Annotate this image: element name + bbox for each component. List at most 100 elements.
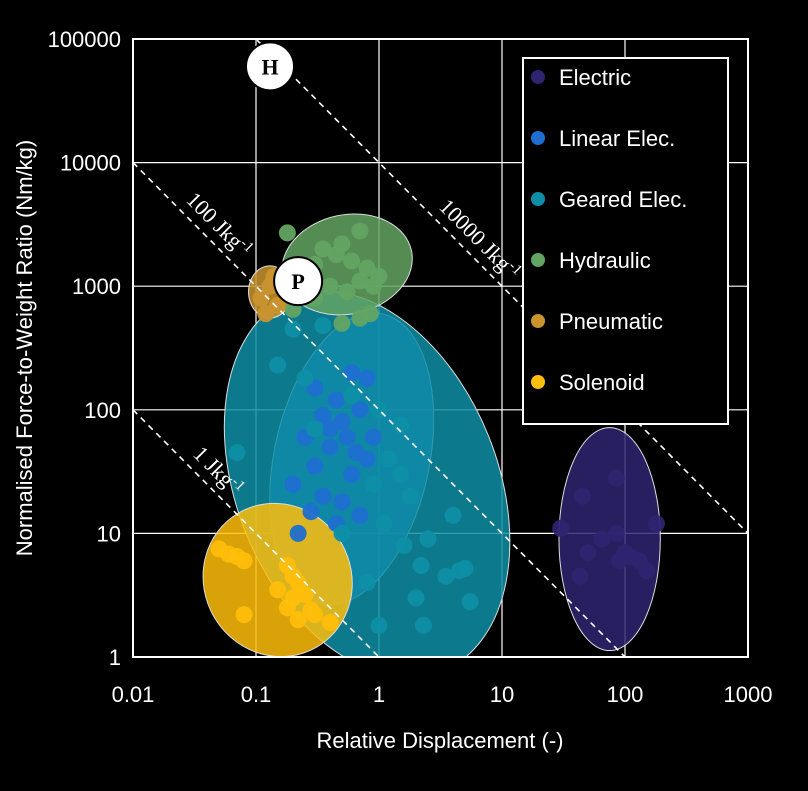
data-point (647, 515, 665, 533)
legend-swatch (531, 375, 545, 389)
data-point (314, 317, 332, 335)
data-point (638, 562, 656, 580)
data-point (358, 574, 376, 592)
data-point (607, 469, 625, 487)
data-point (338, 283, 356, 301)
data-point (257, 305, 275, 323)
y-tick-label: 10 (97, 521, 121, 546)
data-point (364, 428, 382, 446)
data-point (364, 277, 382, 295)
data-point (456, 560, 474, 578)
data-point (573, 487, 591, 505)
data-point (361, 305, 379, 323)
legend-box (522, 57, 729, 425)
data-point (333, 524, 351, 542)
data-point (314, 406, 332, 424)
legend-label: Hydraulic (559, 248, 651, 273)
legend-swatch (531, 253, 545, 267)
marker-p-label: P (291, 269, 304, 294)
data-point (358, 259, 376, 277)
data-point (314, 487, 332, 505)
data-point (338, 428, 356, 446)
data-point (375, 515, 393, 533)
data-point (351, 222, 369, 240)
data-point (289, 524, 307, 542)
data-point (347, 444, 365, 462)
reference-line (133, 162, 627, 657)
marker-p-circle (273, 256, 324, 307)
legend-label: Pneumatic (559, 309, 663, 334)
marker-h-circle (245, 41, 296, 92)
legend-swatch (531, 192, 545, 206)
data-point (407, 589, 425, 607)
data-point (284, 475, 302, 493)
data-point (333, 314, 351, 332)
data-point (302, 503, 320, 521)
y-tick-label: 100000 (48, 27, 121, 52)
data-point (296, 369, 314, 387)
data-point (414, 616, 432, 634)
x-tick-label: 0.01 (112, 682, 155, 707)
data-point (314, 240, 332, 258)
data-point (358, 369, 376, 387)
data-point (343, 387, 361, 405)
data-point (321, 614, 339, 632)
data-point (278, 599, 296, 617)
data-point (593, 530, 611, 548)
data-point (278, 224, 296, 242)
data-point (269, 356, 287, 374)
data-point (444, 506, 462, 524)
data-point (321, 277, 339, 295)
data-point (437, 567, 455, 585)
x-tick-label: 1000 (724, 682, 773, 707)
data-point (284, 320, 302, 338)
data-point (327, 246, 345, 264)
y-tick-label: 100 (84, 398, 121, 423)
data-point (412, 556, 430, 574)
data-point (333, 493, 351, 511)
plot-border (132, 38, 749, 658)
legend-swatch (531, 70, 545, 84)
special-markers: HP (245, 41, 324, 307)
data-point (364, 475, 382, 493)
data-point (351, 506, 369, 524)
legend-swatch (531, 131, 545, 145)
x-tick-label: 10 (490, 682, 514, 707)
legend-label: Geared Elec. (559, 187, 687, 212)
data-point (401, 487, 419, 505)
data-point (302, 601, 320, 619)
data-point (228, 444, 246, 462)
data-point (343, 364, 361, 382)
data-point (235, 606, 253, 624)
data-point (370, 616, 388, 634)
data-point (289, 611, 307, 629)
axis-ticks: 0.01 0.1 1 10 100 1000 1 10 100 1000 10000 100000 (48, 27, 773, 707)
legend: Electric Linear Elec. Geared Elec. Hydrauli… (522, 57, 729, 425)
data-point (552, 519, 570, 537)
legend-label: Linear Elec. (559, 126, 675, 151)
data-point (321, 438, 339, 456)
data-point (395, 536, 413, 554)
data-point (351, 272, 369, 290)
data-point (235, 552, 253, 570)
y-tick-label: 1 (109, 645, 121, 670)
data-point (306, 420, 324, 438)
data-point (306, 457, 324, 475)
data-point (419, 530, 437, 548)
y-tick-label: 1000 (72, 274, 121, 299)
x-tick-label: 1 (373, 682, 385, 707)
marker-h-label: H (261, 54, 278, 79)
data-point (579, 544, 597, 562)
data-point (327, 391, 345, 409)
data-point (321, 420, 339, 438)
legend-swatch (531, 314, 545, 328)
reference-line (133, 409, 381, 657)
y-tick-label: 10000 (60, 151, 121, 176)
data-point (607, 524, 625, 542)
data-point (380, 450, 398, 468)
data-point (392, 416, 410, 434)
legend-label: Electric (559, 65, 631, 90)
y-axis-title: Normalised Force-to-Weight Ratio (Nm/kg) (12, 140, 37, 556)
x-tick-label: 0.1 (241, 682, 272, 707)
